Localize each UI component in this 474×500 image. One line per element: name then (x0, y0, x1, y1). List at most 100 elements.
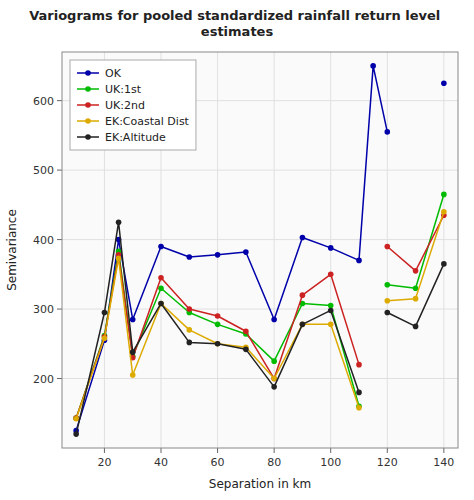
grid-line-y (62, 170, 458, 171)
point (215, 341, 221, 347)
point (271, 376, 277, 382)
point (384, 298, 390, 304)
point (158, 285, 164, 291)
tick-label-x: 100 (320, 456, 341, 469)
grid (62, 52, 458, 448)
point (215, 322, 221, 328)
y-axis-label: Semivariance (5, 209, 19, 291)
x-axis-label: Separation in km (209, 477, 311, 491)
point (384, 129, 390, 135)
point (102, 335, 108, 341)
grid-line-x (217, 52, 218, 448)
legend-label: EK:Altitude (105, 131, 166, 144)
title-line: estimates (201, 24, 274, 39)
point (413, 285, 419, 291)
point (130, 372, 136, 378)
legend-label: OK (105, 67, 122, 80)
point (186, 254, 192, 260)
tick-label-y: 400 (33, 234, 54, 247)
legend-label: UK:2nd (105, 99, 145, 112)
point (413, 296, 419, 302)
legend-box (70, 60, 196, 150)
tick-x (330, 448, 331, 453)
point (441, 80, 447, 86)
point (215, 341, 221, 347)
legend-marker (85, 86, 91, 92)
legend-label: EK:Coastal Dist (105, 115, 190, 128)
point (271, 317, 277, 323)
plot-area (62, 52, 458, 448)
point (215, 313, 221, 319)
tick-y (57, 378, 62, 379)
point (73, 415, 79, 421)
tick-label-x: 120 (377, 456, 398, 469)
point (370, 63, 376, 69)
point (243, 347, 249, 353)
tick-y (57, 100, 62, 101)
point (158, 244, 164, 250)
grid-line-x (387, 52, 388, 448)
point (356, 390, 362, 396)
legend-item: UK:1st (77, 83, 142, 96)
tick-y (57, 309, 62, 310)
point (328, 308, 334, 314)
grid-line-y (62, 239, 458, 240)
point (158, 301, 164, 307)
point (356, 405, 362, 411)
tick-x (274, 448, 275, 453)
grid-line-y (62, 378, 458, 379)
chart: Variograms for pooled standardized rainf… (0, 0, 474, 500)
legend-item: EK:Altitude (77, 131, 166, 144)
point (413, 324, 419, 330)
series-line (76, 212, 444, 419)
point (300, 322, 306, 328)
tick-y (57, 239, 62, 240)
tick-label-y: 600 (33, 95, 54, 108)
legend-marker (85, 102, 91, 108)
tick-label-x: 80 (267, 456, 281, 469)
point (384, 310, 390, 316)
tick-x (161, 448, 162, 453)
legend-item: OK (77, 67, 122, 80)
series-line (76, 66, 444, 431)
tick-label-x: 140 (433, 456, 454, 469)
series-line (76, 215, 444, 418)
tick-x (104, 448, 105, 453)
tick-label-y: 300 (33, 303, 54, 316)
point (413, 268, 419, 274)
tick-label-y: 200 (33, 373, 54, 386)
series-line (76, 194, 444, 418)
point (328, 272, 334, 278)
plot-frame (62, 52, 458, 448)
point (441, 209, 447, 215)
point (356, 362, 362, 368)
title-line: Variograms for pooled standardized rainf… (29, 8, 445, 23)
point (271, 376, 277, 382)
point (130, 349, 136, 355)
legend-marker (85, 134, 91, 140)
series-group (73, 63, 446, 437)
legend: OK UK:1st UK:2nd EK:Coastal Dist EK:Altitude (70, 60, 196, 150)
point (441, 192, 447, 198)
legend-item: UK:2nd (77, 99, 145, 112)
tick-x (387, 448, 388, 453)
point (384, 282, 390, 288)
point (384, 244, 390, 250)
point (300, 322, 306, 328)
point (116, 256, 122, 262)
legend-marker (85, 118, 91, 124)
point (186, 327, 192, 333)
point (300, 235, 306, 241)
point (356, 258, 362, 264)
point (158, 301, 164, 307)
point (441, 261, 447, 267)
legend-item: EK:Coastal Dist (77, 115, 190, 128)
point (328, 322, 334, 328)
tick-x (443, 448, 444, 453)
tick-x (217, 448, 218, 453)
point (243, 249, 249, 255)
point (271, 358, 277, 364)
point (243, 328, 249, 334)
legend-label: UK:1st (105, 83, 142, 96)
title: Variograms for pooled standardized rainf… (29, 8, 445, 39)
